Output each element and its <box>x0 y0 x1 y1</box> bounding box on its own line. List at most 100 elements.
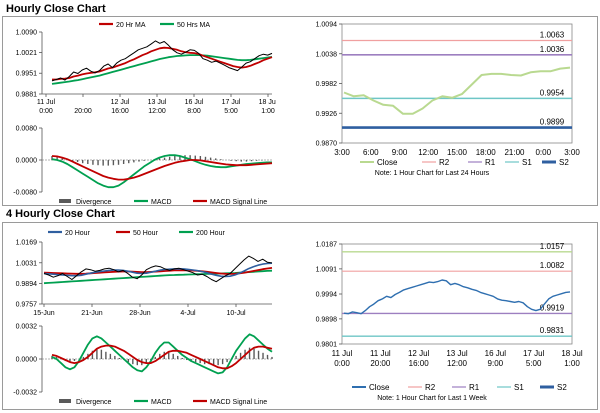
hourly-pivot-chart: 1.0094 1.0038 0.9982 0.9926 0.9870 1.0063 1.00… <box>316 22 581 178</box>
series-20-hour <box>43 262 273 278</box>
x-tick-label-time: 8:00 <box>187 108 201 115</box>
legend-200-hour-label: 200 Hour <box>196 230 225 237</box>
four-hour-macd-chart: 0.0032 0.0000 -0.0032 Divergence MACD MACD Si… <box>13 324 273 406</box>
x-tick-label-date: 13 Jul <box>148 99 167 106</box>
level-s1-label: 0.9954 <box>540 88 565 97</box>
x-tick-label-time: 5:00 <box>526 359 542 368</box>
legend-divergence-swatch <box>59 399 71 403</box>
legend-s1-label: S1 <box>522 158 532 167</box>
four-hourly-frame <box>2 222 598 410</box>
macd-y-tick-label: 0.0000 <box>16 158 38 165</box>
price-y-tick-label: 1.0031 <box>16 260 38 267</box>
pivot-y-tick-label: 1.0091 <box>316 266 338 273</box>
pivot-y-tick-label: 0.9898 <box>316 316 338 323</box>
x-tick-label-date: 17 Jul <box>523 349 545 358</box>
x-tick-label: 4-Jul <box>180 310 196 317</box>
x-tick-label: 3:00 <box>564 148 580 157</box>
pivot-y-tick-label: 0.9982 <box>316 81 338 88</box>
macd-y-tick-label: -0.0080 <box>13 190 37 197</box>
hourly-frame <box>2 16 598 206</box>
x-tick-label-time: 16:00 <box>111 108 129 115</box>
legend-macd-label: MACD <box>151 199 172 206</box>
level-s2-label: 0.9899 <box>540 118 565 127</box>
x-tick-label-time: 12:00 <box>148 108 166 115</box>
legend-close-label: Close <box>369 383 390 392</box>
x-tick-label-date: 11 Jul <box>332 349 353 358</box>
series-close <box>43 255 273 283</box>
series-50hrs-ma <box>51 54 273 85</box>
series-macd <box>51 333 273 375</box>
legend-r1-label: R1 <box>485 158 496 167</box>
x-tick-label-time: 1:00 <box>564 359 580 368</box>
four-hourly-section-title: 4 Hourly Close Chart <box>6 208 115 220</box>
legend-macd-signal-label: MACD Signal Line <box>210 199 267 206</box>
legend-divergence-label: Divergence <box>76 399 112 406</box>
chart-note: Note: 1 Hour Chart for Last 24 Hours <box>375 170 490 177</box>
pivot-y-tick-label: 0.9870 <box>316 141 338 148</box>
plot-area <box>341 23 573 144</box>
legend-divergence-swatch <box>59 199 71 203</box>
x-tick-label-time: 1:00 <box>261 108 275 115</box>
level-r2-label: 1.0063 <box>540 30 565 39</box>
macd-y-tick-label: 0.0000 <box>16 357 38 364</box>
x-tick-label: 21:00 <box>504 148 525 157</box>
series-close <box>343 66 571 115</box>
series-close <box>343 279 571 315</box>
x-tick-label-date: 18 Jul <box>561 349 583 358</box>
pivot-y-tick-label: 1.0187 <box>316 242 338 249</box>
x-tick-label-date: 11 Jul <box>37 99 56 106</box>
legend-r2-label: R2 <box>425 383 436 392</box>
x-tick-label-time: 12:00 <box>447 359 468 368</box>
x-tick-label: 18:00 <box>476 148 497 157</box>
x-tick-label-date: 12 Jul <box>111 99 130 106</box>
legend-s2-label: S2 <box>559 158 569 167</box>
x-tick-label: 0:00 <box>535 148 551 157</box>
level-r2-label: 1.0157 <box>540 242 565 251</box>
x-tick-label: 21-Jun <box>81 310 103 317</box>
chart-note: Note: 1 Hour Chart for Last 1 Week <box>377 395 487 402</box>
legend-macd-label: MACD <box>151 399 172 406</box>
plot-area <box>341 243 573 345</box>
price-y-tick-label: 0.9757 <box>16 302 38 309</box>
x-tick-label-date: 17 Jul <box>222 99 241 106</box>
x-tick-label: 10-Jul <box>226 310 246 317</box>
macd-y-tick-label: -0.0032 <box>13 390 37 397</box>
price-y-tick-label: 0.9951 <box>16 71 38 78</box>
x-tick-label: 6:00 <box>363 148 379 157</box>
pivot-y-tick-label: 0.9801 <box>316 342 338 349</box>
level-r1-label: 1.0036 <box>540 45 565 54</box>
legend-close-label: Close <box>377 158 398 167</box>
x-tick-label-time: 16:00 <box>409 359 430 368</box>
price-y-tick-label: 1.0169 <box>16 240 38 247</box>
level-s2-label: 0.9831 <box>540 326 565 335</box>
hourly-section-title: Hourly Close Chart <box>6 3 106 15</box>
x-tick-label-time: 20:00 <box>370 359 391 368</box>
series-macd-signal <box>51 344 273 370</box>
macd-y-tick-label: 0.0032 <box>16 324 38 331</box>
legend-r2-label: R2 <box>439 158 450 167</box>
hourly-macd-chart: 0.0080 0.0000 -0.0080 Divergence MACD MACD Si… <box>13 126 273 206</box>
legend-s2-label: S2 <box>557 383 567 392</box>
four-hour-price-chart: 1.0169 1.0031 0.9894 0.9757 20 Hour 50 Hour 20… <box>16 230 273 317</box>
pivot-y-tick-label: 0.9994 <box>316 292 338 299</box>
x-tick-label-time: 20:00 <box>74 108 92 115</box>
x-tick-label-time: 0:00 <box>334 359 350 368</box>
x-tick-label: 15:00 <box>447 148 468 157</box>
series-macd-signal <box>51 155 273 181</box>
pivot-y-tick-label: 0.9926 <box>316 111 338 118</box>
x-tick-label-date: 16 Jul <box>485 349 507 358</box>
series-close <box>51 40 273 82</box>
legend-divergence-label: Divergence <box>76 199 112 206</box>
x-tick-label-time: 0:00 <box>39 108 53 115</box>
legend-20hr-ma-label: 20 Hr MA <box>116 22 146 29</box>
price-y-tick-label: 0.9881 <box>16 92 38 99</box>
hourly-price-chart: 1.0090 1.0021 0.9951 0.9881 20 Hr MA 50 Hrs M… <box>16 22 276 115</box>
x-tick-label-time: 9:00 <box>488 359 504 368</box>
x-tick-label: 12:00 <box>418 148 439 157</box>
x-tick-label: 3:00 <box>334 148 350 157</box>
price-y-tick-label: 1.0021 <box>16 50 38 57</box>
series-20hr-ma <box>52 46 273 81</box>
legend-s1-label: S1 <box>514 383 524 392</box>
x-tick-label: 28-Jun <box>129 310 151 317</box>
price-y-tick-label: 1.0090 <box>16 30 38 37</box>
